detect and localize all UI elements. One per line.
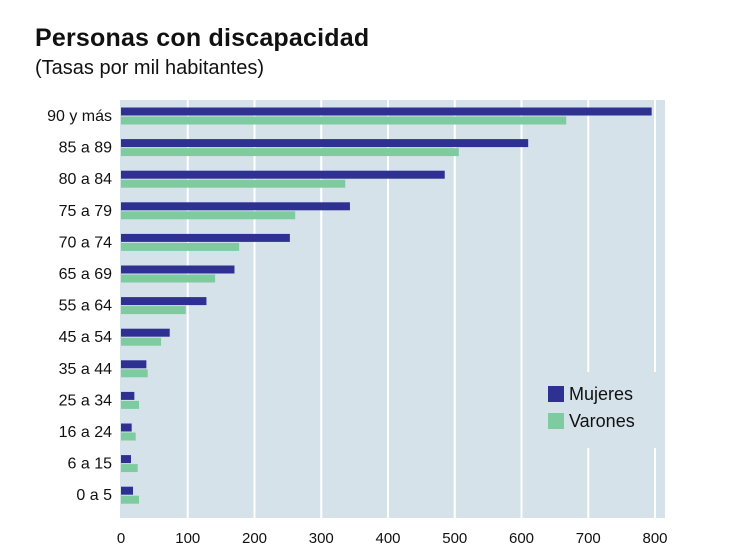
bar-mujeres (121, 360, 147, 369)
bar-varones (121, 148, 459, 157)
x-tick-label: 400 (375, 530, 400, 547)
bar-varones (121, 211, 296, 220)
x-tick-label: 700 (576, 530, 601, 547)
bar-varones (121, 369, 148, 378)
category-label: 25 a 34 (59, 392, 112, 409)
bar-mujeres (121, 423, 132, 432)
bar-varones (121, 116, 567, 125)
bar-varones (121, 432, 136, 441)
bar-mujeres (121, 455, 132, 464)
chart-subtitle: (Tasas por mil habitantes) (35, 57, 264, 79)
category-label: 90 y más (47, 108, 112, 125)
bar-mujeres (121, 202, 350, 211)
bar-varones (121, 495, 140, 504)
bar-mujeres (121, 391, 135, 400)
bar-varones (121, 400, 140, 409)
bar-mujeres (121, 328, 170, 337)
category-label: 45 a 54 (59, 329, 112, 346)
category-label: 85 a 89 (59, 140, 112, 157)
bar-varones (121, 179, 346, 188)
category-label: 80 a 84 (59, 171, 112, 188)
x-tick-label: 500 (442, 530, 467, 547)
x-tick-label: 300 (309, 530, 334, 547)
category-label: 65 a 69 (59, 266, 112, 283)
bar-mujeres (121, 107, 652, 116)
category-label: 75 a 79 (59, 203, 112, 220)
bar-mujeres (121, 139, 529, 148)
category-label: 35 a 44 (59, 361, 112, 378)
x-tick-label: 800 (642, 530, 667, 547)
bar-mujeres (121, 170, 445, 179)
x-tick-label: 200 (242, 530, 267, 547)
bar-varones (121, 274, 216, 283)
category-label: 16 a 24 (59, 424, 112, 441)
bar-varones (121, 306, 186, 315)
chart-title: Personas con discapacidad (35, 24, 370, 52)
legend-label: Varones (569, 411, 635, 431)
legend-swatch-varones (548, 413, 564, 429)
category-label: 70 a 74 (59, 234, 112, 251)
bar-varones (121, 464, 138, 473)
bar-varones (121, 337, 162, 346)
x-tick-label: 100 (175, 530, 200, 547)
bar-mujeres (121, 297, 207, 306)
x-tick-label: 0 (117, 530, 125, 547)
plot-background (120, 100, 665, 518)
legend-background (536, 372, 661, 448)
bar-mujeres (121, 265, 235, 274)
category-label: 55 a 64 (59, 298, 112, 315)
category-label: 6 a 15 (68, 456, 113, 473)
category-label: 0 a 5 (76, 487, 112, 504)
bar-mujeres (121, 233, 290, 242)
legend-swatch-mujeres (548, 386, 564, 402)
x-tick-label: 600 (509, 530, 534, 547)
legend-label: Mujeres (569, 384, 633, 404)
bar-mujeres (121, 486, 134, 495)
bar-varones (121, 242, 240, 251)
